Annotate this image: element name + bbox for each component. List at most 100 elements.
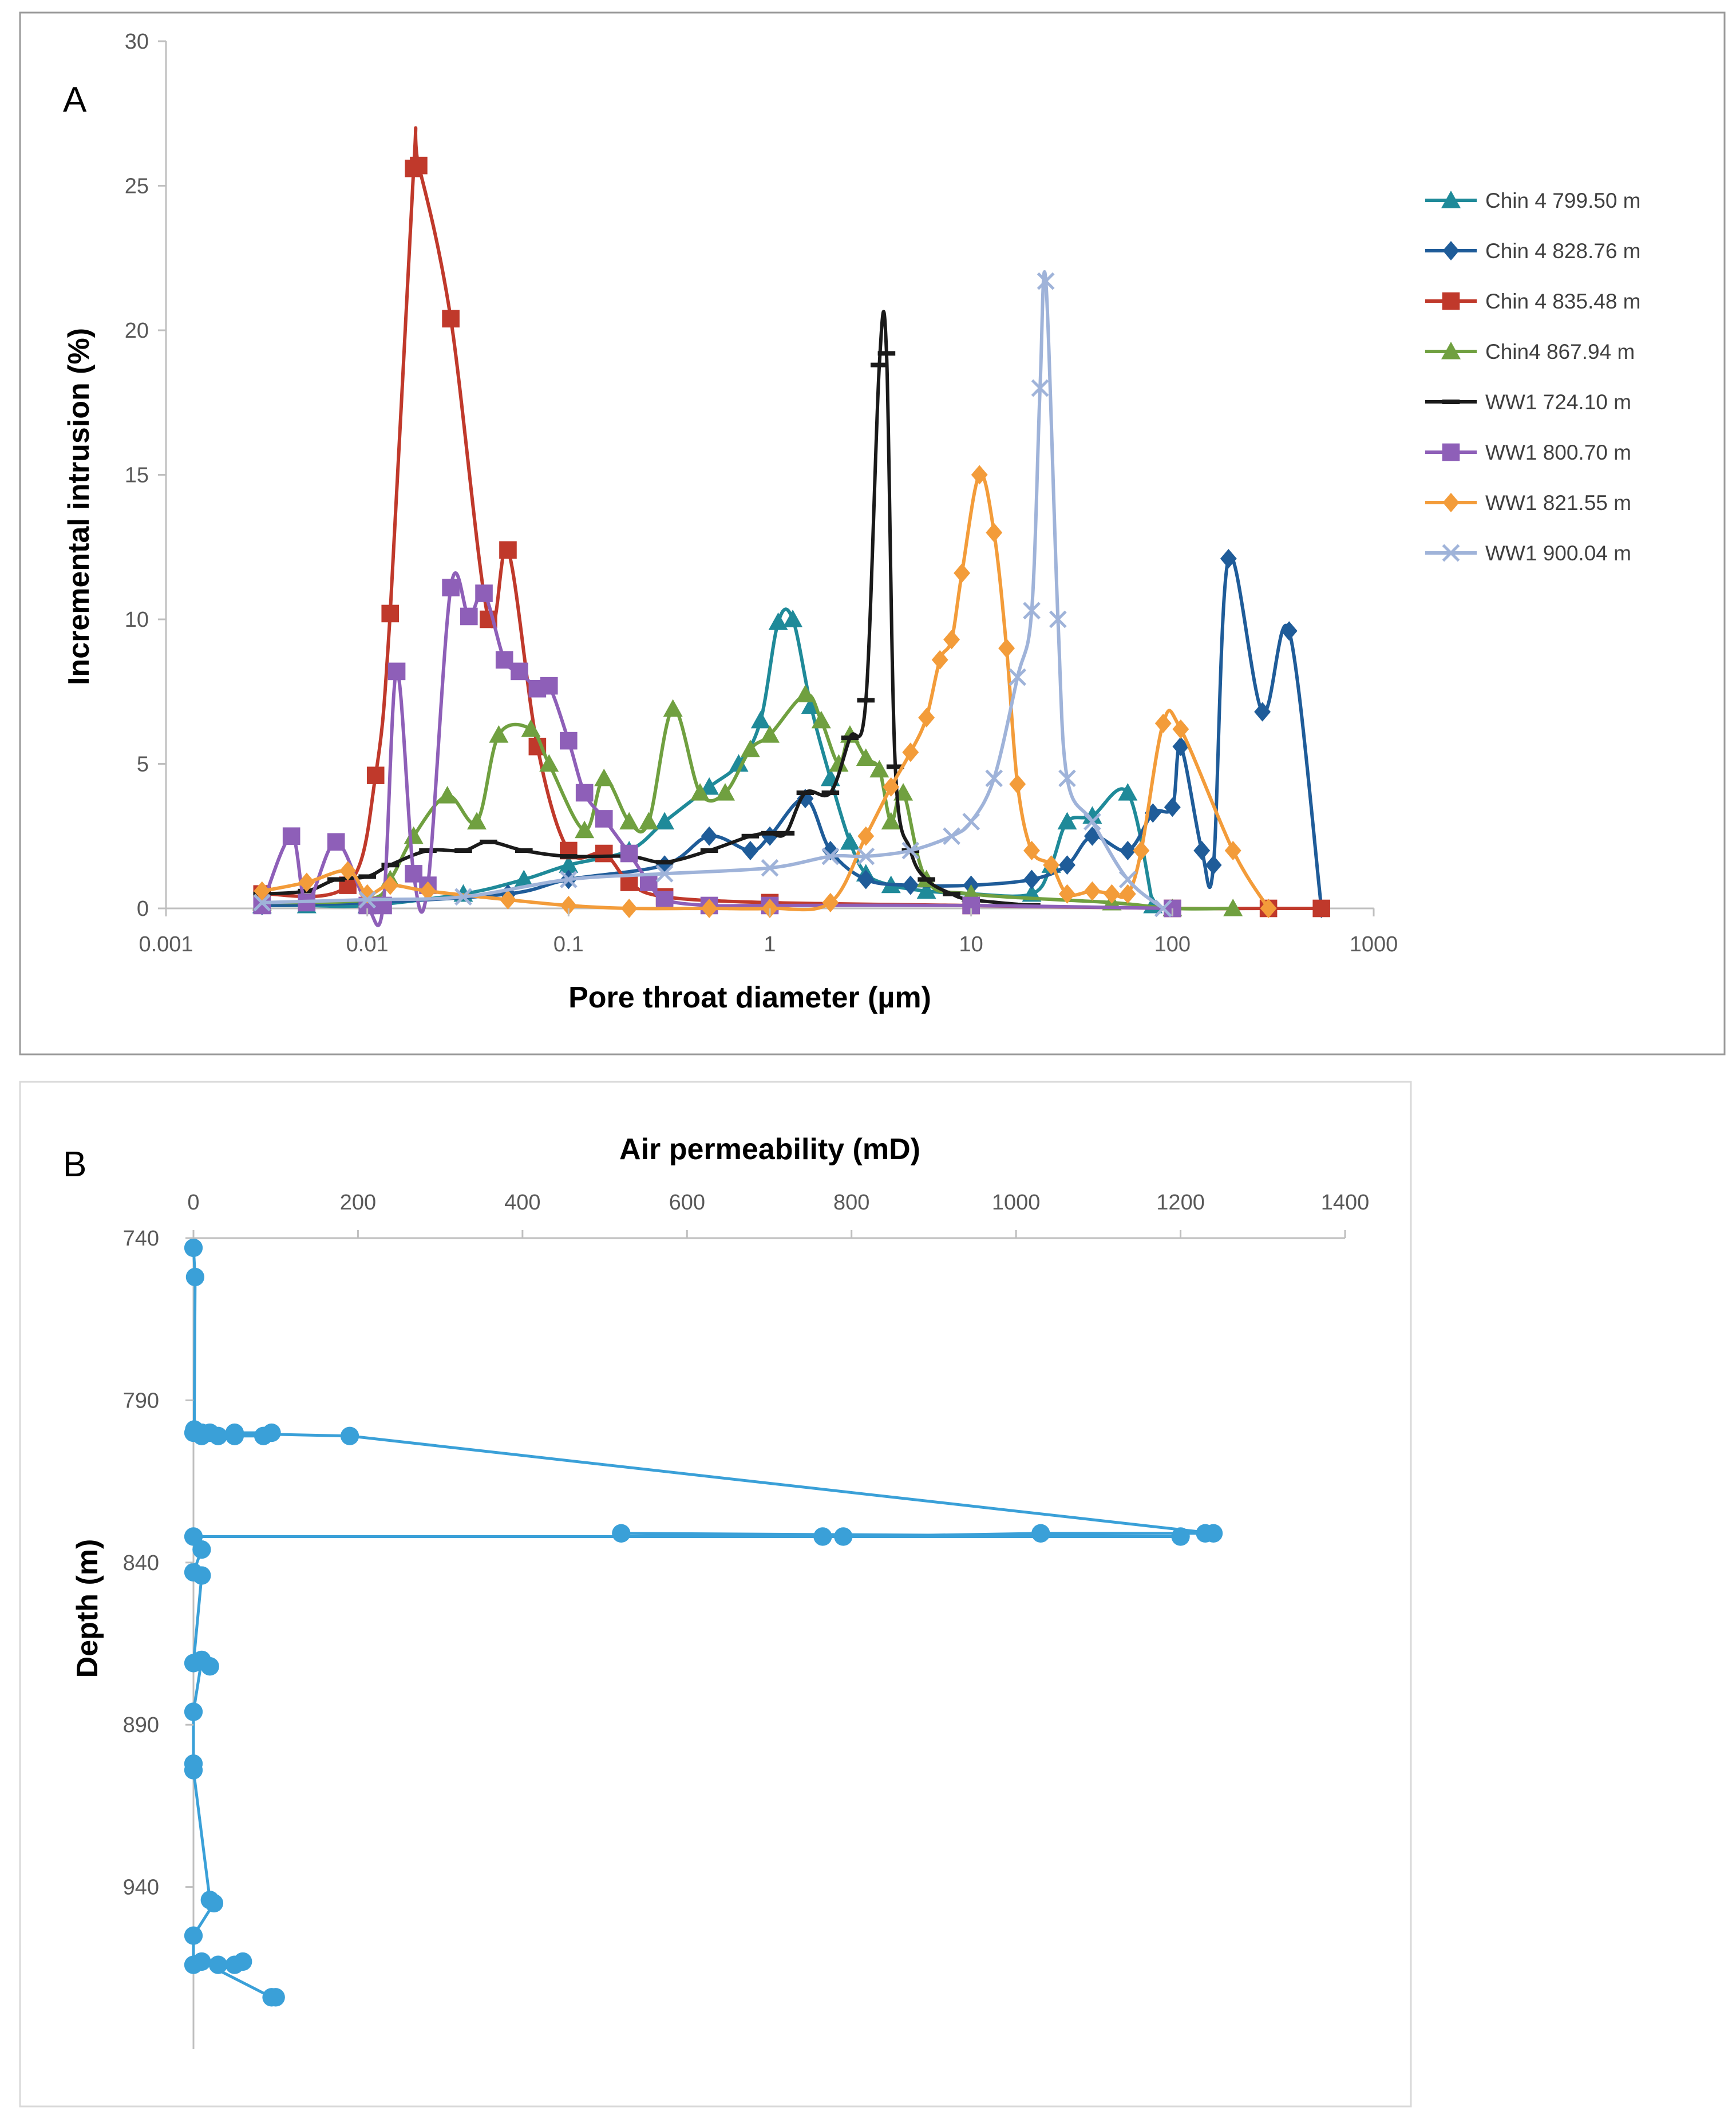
b-data-point [225,1426,244,1445]
a-series-group [252,126,1330,927]
b-y-axis-title: Depth (m) [71,1539,104,1678]
a-data-point [931,650,948,670]
a-y-tick-label: 20 [125,319,149,343]
a-data-point [943,827,960,845]
b-data-point [254,1426,273,1445]
a-data-point [783,610,803,627]
b-x-tick-label: 200 [340,1191,376,1215]
a-y-tick-label: 5 [137,753,149,777]
a-x-axis-title: Pore throat diameter (µm) [568,981,931,1014]
a-data-point [1037,272,1055,290]
a-data-point [768,612,788,630]
a-data-point [971,465,988,485]
a-x-tick-label: 1 [764,932,776,956]
b-data-point [184,1238,203,1258]
b-y-tick-label: 840 [123,1551,159,1575]
a-data-point [954,563,971,583]
a-data-point [420,881,436,901]
a-data-point-stroke-b [821,847,840,865]
a-data-point [822,892,839,912]
a-data-point [829,754,849,772]
b-data-point [192,1566,211,1585]
a-data-point [1119,841,1136,860]
a-data-point [821,847,840,865]
a-data-point [298,872,315,892]
b-data-point [1196,1524,1215,1543]
a-data-point [620,899,638,918]
a-data-point [1280,621,1298,641]
a-legend-item: WW1 900.04 m [1425,541,1631,565]
a-data-point [358,891,377,909]
a-data-point [594,768,614,786]
a-ticks: 0 5 10 15 20 25 30 0.001 0.01 0.1 1 10 100 1000 [125,30,1398,956]
a-data-point-stroke-b [857,847,875,865]
a-data-point [404,826,424,844]
a-legend-label: WW1 821.55 m [1485,491,1631,515]
a-legend-marker [1442,493,1460,512]
b-data-point [192,1423,211,1442]
a-data-point [282,827,300,845]
a-data-point [1059,884,1075,904]
a-data-point-stroke-b [1083,813,1101,831]
a-data-point [514,869,534,888]
a-x-tick-label: 10 [959,932,983,956]
a-data-point [663,699,683,717]
b-data-point [184,1702,203,1721]
a-data-point [1104,884,1120,904]
a-data-point [1031,379,1049,397]
a-data-point [1205,855,1222,875]
a-data-point [840,832,860,850]
a-data-point-stroke-b [559,871,578,888]
a-series-6 [254,465,1277,918]
a-data-point [1154,899,1172,918]
a-data-point [339,861,357,881]
a-data-point [382,875,399,895]
b-data-point [813,1527,832,1546]
b-data-point [184,1761,203,1780]
a-data-point [1119,884,1136,904]
a-data-point-stroke-b [943,827,960,845]
a-data-point [750,710,770,729]
a-data-point [619,812,639,830]
a-data-point-stroke-b [1023,602,1041,620]
a-legend-item: WW1 800.70 m [1425,441,1631,464]
b-series-group [184,1238,1223,2007]
a-data-point [901,841,920,860]
a-series-line [262,270,1165,910]
b-data-point [1031,1524,1050,1543]
a-data-point [442,579,460,596]
a-legend-item: WW1 724.10 m [1425,390,1631,414]
a-data-point [916,881,936,899]
a-y-tick-label: 0 [137,897,149,921]
a-data-point [410,156,428,175]
a-data-point [742,841,759,860]
b-data-point [266,1988,285,2007]
a-series-5 [253,571,1181,927]
a-data-point [254,881,271,901]
a-data-point [475,584,493,602]
a-data-point [1083,881,1101,901]
panel-b-label: B [63,1145,86,1184]
a-data-point [437,786,457,804]
a-data-point [1082,806,1102,824]
a-data-point [1083,813,1101,831]
b-y-tick-label: 740 [123,1227,159,1251]
a-data-point [366,766,385,784]
b-data-point [185,1267,205,1287]
a-legend-label: WW1 724.10 m [1485,390,1631,414]
a-data-point [998,638,1015,658]
b-y-tick-label: 940 [123,1876,159,1900]
a-x-tick-label: 1000 [1350,932,1398,956]
a-data-point [902,742,919,762]
a-data-point [902,875,919,895]
a-data-point [381,604,400,623]
a-data-point [1172,719,1189,739]
b-ticks: 0 200 400 600 800 1000 1200 1400 740 790 840 890 940 [123,1191,1370,1900]
a-x-tick-label: 0.01 [346,932,389,956]
b-x-tick-label: 1400 [1321,1191,1370,1215]
a-data-point-stroke-b [1037,272,1055,290]
a-legend-marker [1442,443,1460,461]
a-y-tick-label: 15 [125,464,149,488]
a-y-tick-label: 25 [125,175,149,199]
a-legend-item: Chin 4 835.48 m [1425,290,1641,313]
